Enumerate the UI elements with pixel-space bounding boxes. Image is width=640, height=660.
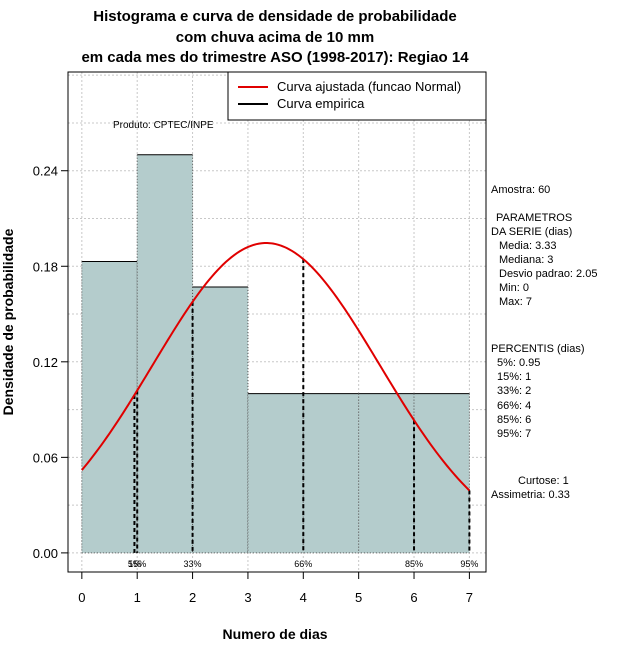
y-tick-label: 0.24: [33, 164, 58, 179]
histogram-bar: [358, 393, 415, 553]
normal-fit-curve: [81, 242, 471, 492]
stat-max: Max: 7: [499, 296, 532, 308]
stat-sd: Desvio padrao: 2.05: [499, 268, 597, 280]
histogram-bar: [192, 286, 248, 553]
histogram-bar: [247, 393, 304, 553]
legend-label-empirical: Curva empirica: [277, 96, 365, 111]
legend: Curva ajustada (funcao Normal) Curva emp…: [227, 71, 487, 121]
stat-p5: 5%: 0.95: [497, 357, 540, 369]
percentile-markers: [133, 259, 471, 553]
x-tick-label: 3: [244, 590, 251, 605]
percentile-label: 33%: [184, 559, 202, 569]
percentile-label: 15%: [128, 559, 146, 569]
percentile-label: 95%: [460, 559, 478, 569]
stat-min: Min: 0: [499, 282, 529, 294]
stat-p95: 95%: 7: [497, 428, 531, 440]
legend-box: [227, 71, 487, 121]
x-tick-label: 6: [410, 590, 417, 605]
x-tick-label: 0: [78, 590, 85, 605]
stat-mean: Media: 3.33: [499, 240, 556, 252]
x-axis: 0 1 2 3 4 5 6 7: [78, 571, 473, 605]
x-tick-label: 2: [189, 590, 196, 605]
x-tick-label: 5: [355, 590, 362, 605]
legend-label-normal: Curva ajustada (funcao Normal): [277, 79, 461, 94]
stat-p66: 66%: 4: [497, 400, 531, 412]
chart-title-line-3: em cada mes do trimestre ASO (1998-2017)…: [81, 49, 469, 66]
statistics-panel: Amostra: 60 PARAMETROS DA SERIE (dias) M…: [491, 184, 597, 501]
percentile-labels: 5%15% 33% 66% 85% 95%: [128, 559, 478, 569]
histogram-bar: [414, 393, 470, 553]
stat-sample: Amostra: 60: [491, 184, 550, 196]
histogram-bar: [303, 393, 359, 553]
y-tick-label: 0.06: [33, 450, 58, 465]
x-tick-label: 1: [134, 590, 141, 605]
percentile-label: 5%: [128, 559, 141, 569]
stat-p33: 33%: 2: [497, 385, 531, 397]
x-tick-label: 7: [466, 590, 473, 605]
y-axis-label: Densidade de probabilidade: [0, 228, 16, 415]
product-label: Produto: CPTEC/INPE: [113, 120, 214, 131]
chart-title-line-1: Histograma e curva de densidade de proba…: [93, 8, 456, 25]
histogram-bar: [81, 261, 138, 553]
y-tick-label: 0.18: [33, 259, 58, 274]
stat-skewness: Assimetria: 0.33: [491, 489, 570, 501]
percentile-label: 85%: [405, 559, 423, 569]
x-tick-label: 4: [300, 590, 307, 605]
stat-median: Mediana: 3: [499, 254, 553, 266]
y-tick-label: 0.12: [33, 355, 58, 370]
stat-params-subheading: DA SERIE (dias): [491, 226, 572, 238]
stat-p85: 85%: 6: [497, 414, 531, 426]
chart-title-line-2: com chuva acima de 10 mm: [176, 29, 374, 46]
stat-p15: 15%: 1: [497, 371, 531, 383]
x-axis-label: Numero de dias: [222, 626, 327, 642]
histogram-bar: [137, 154, 193, 553]
stat-kurtosis: Curtose: 1: [518, 475, 569, 487]
histogram-bars: [81, 154, 470, 554]
y-tick-label: 0.00: [33, 546, 58, 561]
percentile-label: 66%: [294, 559, 312, 569]
y-axis: 0.00 0.06 0.12 0.18 0.24: [33, 164, 69, 561]
stat-percentiles-heading: PERCENTIS (dias): [491, 343, 585, 355]
stat-params-heading: PARAMETROS: [496, 212, 572, 224]
